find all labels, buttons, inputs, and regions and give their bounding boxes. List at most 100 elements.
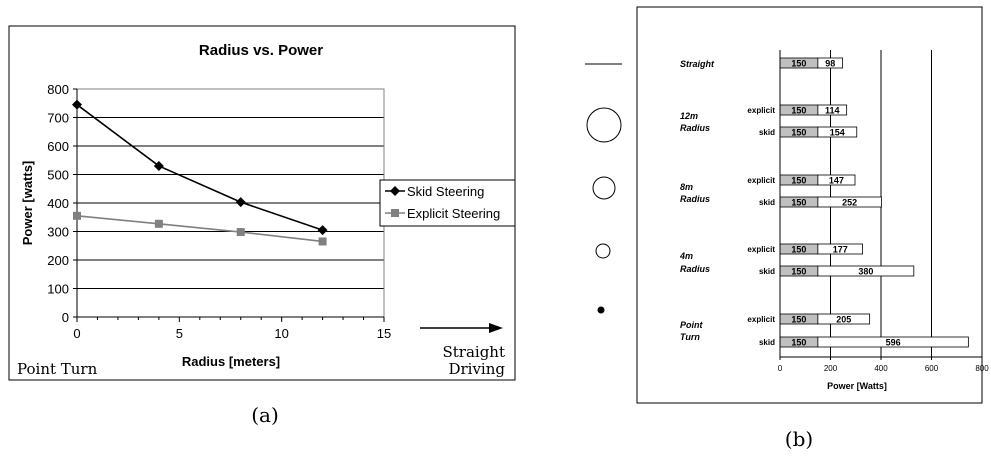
- bar-extra-segment: [817, 57, 844, 69]
- legend-label: Explicit Steering: [407, 206, 500, 221]
- x-tick-label: 600: [925, 364, 939, 373]
- bar-sublabel: explicit: [747, 106, 775, 115]
- chart-b-axis: 0 200 400 600 800: [778, 50, 989, 373]
- x-tick-label: 800: [975, 364, 989, 373]
- bar-extra-label: 252: [842, 198, 857, 208]
- chart-a-ylabel: Power [watts]: [20, 161, 35, 246]
- x-tick-label: 10: [274, 326, 288, 341]
- bar-extra-label: 177: [833, 245, 848, 255]
- data-point: [153, 160, 164, 171]
- straight-driving-line1: Straight: [442, 343, 505, 361]
- bar-extra-label: 596: [886, 338, 901, 348]
- bar-sublabel: explicit: [747, 315, 775, 324]
- bar-extra-label: 154: [830, 128, 845, 138]
- chart-b-xlabel: Power [Watts]: [827, 381, 887, 391]
- bar-extra-segment: [817, 265, 915, 277]
- data-point: [73, 211, 81, 220]
- bar-extra-segment: [817, 196, 882, 208]
- bar-extra-label: 114: [825, 106, 840, 116]
- path-shape-icons: [585, 63, 622, 314]
- bar-extra-segment: [817, 336, 969, 348]
- chart-a-legend: Skid Steering Explicit Steering: [379, 179, 516, 227]
- legend-box: [379, 179, 516, 227]
- data-point: [235, 197, 246, 208]
- series-skid-steering: [72, 99, 328, 236]
- x-tick-label: 5: [176, 326, 183, 341]
- bar-extra-label: 147: [829, 176, 844, 186]
- chart-a-series: [72, 99, 328, 246]
- x-tick-label: 0: [778, 364, 783, 373]
- legend-marker: [390, 186, 400, 196]
- series-line: [76, 104, 323, 231]
- bar-extra-segment: [817, 126, 858, 138]
- y-tick-label: 300: [47, 225, 69, 240]
- legend-marker: [391, 209, 399, 217]
- group-label: Turn: [680, 332, 700, 342]
- straight-driving-line2: Driving: [448, 360, 505, 378]
- bar-base-label: 150: [791, 106, 806, 116]
- chart-a-axes: 0 100 200 300 400 500 600 700 800 0 5 10 15: [47, 82, 391, 341]
- large-circle-icon: [586, 107, 622, 143]
- chart-b-bars: 150 98 150 114 150 154 150 147 150 252 150 177 150 38…: [779, 57, 969, 348]
- y-tick-label: 0: [62, 310, 69, 325]
- group-label: 8m: [680, 182, 693, 192]
- x-tick-label: 0: [73, 326, 80, 341]
- x-tick-label: 15: [377, 326, 391, 341]
- x-tick-label: 400: [874, 364, 888, 373]
- bar-base-label: 150: [791, 338, 806, 348]
- group-label: Radius: [680, 123, 710, 133]
- panel-a: Radius vs. Power 01002003004005006007008…: [8, 25, 516, 427]
- bar-extra-segment: [817, 313, 871, 325]
- bar-base-label: 150: [791, 245, 806, 255]
- group-label: 4m: [679, 251, 693, 261]
- bar-sublabel: skid: [759, 128, 775, 137]
- y-tick-label: 200: [47, 253, 69, 268]
- data-point: [317, 225, 328, 236]
- bar-extra-label: 98: [825, 59, 835, 69]
- bar-sublabel: explicit: [747, 176, 775, 185]
- chart-a-title: Radius vs. Power: [199, 42, 323, 59]
- bar-sublabel: skid: [759, 267, 775, 276]
- y-tick-label: 100: [47, 282, 69, 297]
- group-label: 12m: [680, 111, 698, 121]
- panel-b-label: (b): [785, 427, 813, 451]
- data-point: [318, 237, 327, 246]
- bar-extra-segment: [817, 174, 856, 186]
- panel-b: 150 98 150 114 150 154 150 147 150 252 150 177 150 38…: [636, 6, 989, 451]
- data-point: [154, 219, 163, 228]
- bar-base-label: 150: [791, 198, 806, 208]
- y-tick-label: 800: [47, 82, 69, 97]
- y-tick-label: 400: [47, 196, 69, 211]
- bar-sublabel: skid: [759, 338, 775, 347]
- y-tick-label: 500: [47, 168, 69, 183]
- small-circle-icon: [595, 243, 611, 259]
- bar-extra-label: 205: [836, 315, 851, 325]
- bar-sublabel: explicit: [747, 245, 775, 254]
- chart-b-labels: Straight 12m Radius explicit skid 8m Radius exp…: [679, 59, 775, 347]
- chart-a-xlabel: Radius [meters]: [182, 354, 280, 369]
- bar-sublabel: skid: [759, 198, 775, 207]
- medium-circle-icon: [592, 176, 616, 200]
- bar-extra-segment: [817, 243, 863, 255]
- bar-base-label: 150: [791, 315, 806, 325]
- bar-base-label: 150: [791, 176, 806, 186]
- group-label: Straight: [680, 59, 715, 69]
- point-dot-icon: [597, 306, 605, 314]
- bar-base-label: 150: [791, 128, 806, 138]
- panel-a-label: (a): [251, 403, 279, 427]
- group-label: Radius: [680, 194, 710, 204]
- y-tick-label: 700: [47, 111, 69, 126]
- x-tick-label: 200: [824, 364, 838, 373]
- y-tick-label: 600: [47, 139, 69, 154]
- series-explicit-steering: [73, 211, 327, 246]
- bar-extra-segment: [817, 104, 848, 116]
- group-label: Radius: [680, 264, 710, 274]
- data-point: [72, 99, 82, 110]
- bar-base-label: 150: [791, 267, 806, 277]
- legend-label: Skid Steering: [407, 184, 484, 199]
- series-line: [76, 215, 323, 243]
- bar-base-label: 150: [791, 59, 806, 69]
- data-point: [236, 228, 245, 237]
- straight-arrow-head: [489, 323, 503, 333]
